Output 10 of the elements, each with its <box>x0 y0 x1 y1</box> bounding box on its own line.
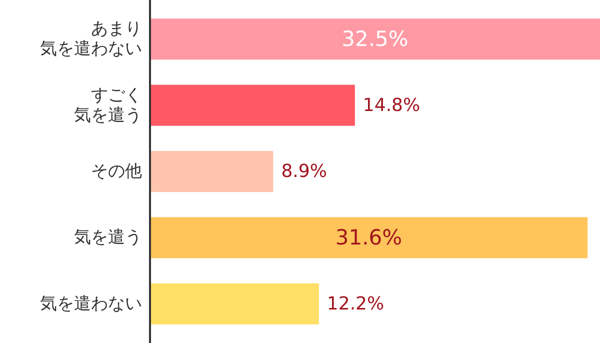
y-tick-label: すごく気を遣う <box>74 85 142 126</box>
y-tick-label: 気を遣う <box>74 228 142 248</box>
data-label: 14.8% <box>362 94 420 116</box>
y-tick-label: あまり気を遣わない <box>40 19 142 60</box>
data-label: 32.5% <box>342 27 408 52</box>
y-tick-label: 気を遣わない <box>40 294 142 314</box>
y-tick-label: その他 <box>91 162 142 182</box>
data-label: 8.9% <box>281 161 327 182</box>
data-label: 12.2% <box>326 293 384 314</box>
data-label: 31.6% <box>335 226 402 250</box>
